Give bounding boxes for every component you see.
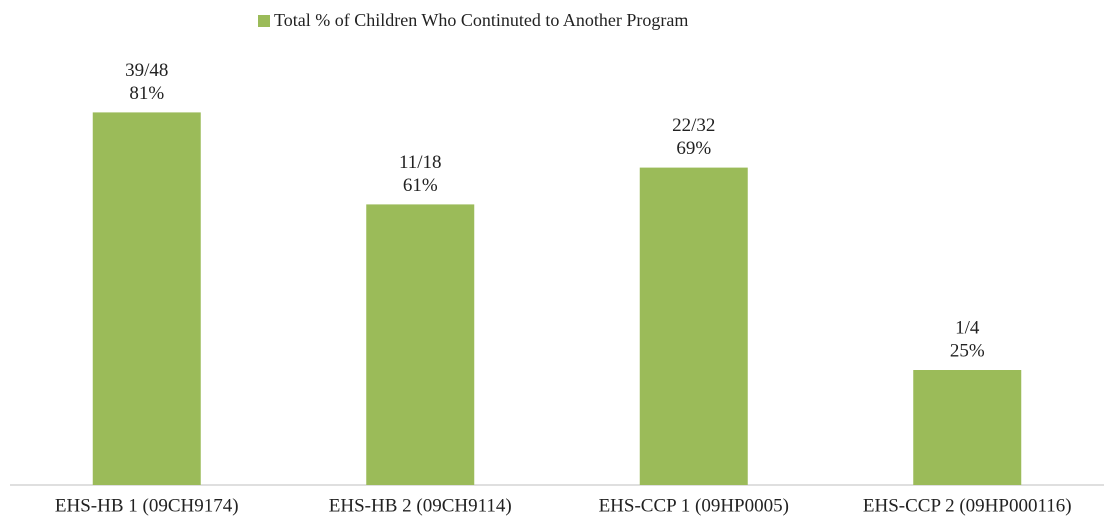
legend-label: Total % of Children Who Continuted to An… xyxy=(274,10,688,30)
count-label: 22/32 xyxy=(672,115,715,136)
x-tick-label: EHS-CCP 2 (09HP000116) xyxy=(863,495,1072,516)
value-label: 61% xyxy=(403,175,438,196)
x-tick-label: EHS-HB 1 (09CH9174) xyxy=(55,495,239,516)
value-label: 69% xyxy=(676,138,711,159)
bar xyxy=(92,112,201,486)
x-tick-label: EHS-CCP 1 (09HP0005) xyxy=(599,495,789,516)
legend-swatch xyxy=(258,15,270,27)
x-tick-label: EHS-HB 2 (09CH9114) xyxy=(329,495,512,516)
bar xyxy=(366,204,475,485)
count-label: 11/18 xyxy=(399,152,442,173)
value-label: 81% xyxy=(129,83,164,104)
bar xyxy=(913,370,1022,485)
count-label: 39/48 xyxy=(125,60,168,81)
value-label: 25% xyxy=(950,340,985,361)
bar xyxy=(639,167,748,485)
count-label: 1/4 xyxy=(955,317,980,338)
